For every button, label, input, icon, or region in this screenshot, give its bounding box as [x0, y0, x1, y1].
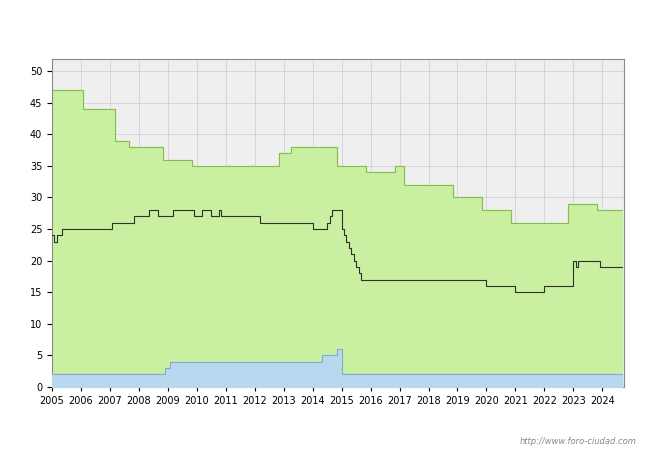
- Text: http://www.foro-ciudad.com: http://www.foro-ciudad.com: [520, 436, 637, 446]
- Text: Caltojar - Evolucion de la poblacion en edad de Trabajar Septiembre de 2024: Caltojar - Evolucion de la poblacion en …: [84, 18, 566, 31]
